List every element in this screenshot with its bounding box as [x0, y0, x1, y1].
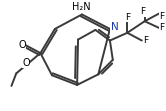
Text: O: O [18, 40, 26, 50]
Text: F: F [160, 12, 165, 21]
Text: F: F [125, 13, 130, 22]
Text: F: F [160, 23, 165, 33]
Text: H₂N: H₂N [72, 2, 90, 12]
Text: F: F [140, 7, 145, 16]
Text: O: O [22, 58, 30, 68]
Text: F: F [143, 36, 148, 45]
Text: N: N [111, 22, 119, 32]
